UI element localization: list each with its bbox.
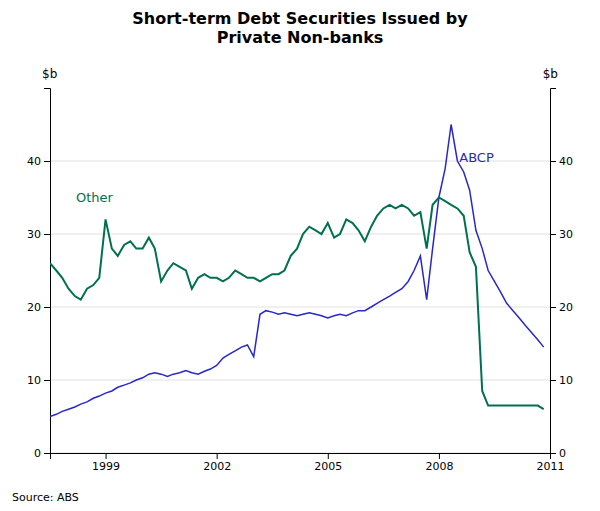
- y-axis-tick: 30: [27, 228, 50, 241]
- y2-axis-tick: 10: [550, 374, 573, 387]
- y-axis-tick-label: 40: [27, 155, 41, 168]
- x-axis-tick-mark: [217, 453, 218, 459]
- x-axis-tick-mark: [328, 453, 329, 459]
- y-axis-tick-mark: [44, 234, 50, 235]
- x-axis-tick: 1999: [92, 453, 120, 473]
- y-axis-tick: 40: [27, 155, 50, 168]
- x-axis-tick-label: 2002: [203, 460, 231, 473]
- y-axis-tick: 0: [34, 447, 50, 460]
- y-axis-tick-label: 20: [27, 301, 41, 314]
- x-axis-tick-label: 2005: [314, 460, 342, 473]
- x-axis-tick-mark: [106, 453, 107, 459]
- x-axis-tick-label: 2008: [425, 460, 453, 473]
- x-axis-tick: 2002: [203, 453, 231, 473]
- y2-axis-tick-label: 10: [559, 374, 573, 387]
- grid: [50, 161, 550, 453]
- y2-axis-tick-mark: [550, 234, 556, 235]
- y-axis-label: $b: [42, 67, 57, 81]
- y-axis-tick-label: 30: [27, 228, 41, 241]
- x-axis: 1999 2002 2005 2008 2011: [51, 453, 565, 473]
- title: Short-term Debt Securities Issued byPriv…: [132, 9, 468, 47]
- y2-axis-tick-mark: [550, 453, 556, 454]
- source: Source: ABS: [12, 491, 79, 504]
- y2-axis-tick-mark: [550, 380, 556, 381]
- y-axis-tick-label: 0: [34, 447, 41, 460]
- y-axis-tick-mark: [44, 161, 50, 162]
- y-axis-tick: 20: [27, 301, 50, 314]
- grid-line: [50, 380, 550, 381]
- y2-axis-tick-mark: [550, 307, 556, 308]
- y-axis-tick-mark: [44, 380, 50, 381]
- y-axis-tick-mark: [44, 307, 50, 308]
- title-line: Short-term Debt Securities Issued by: [132, 9, 468, 28]
- y2-axis-label: $b: [543, 67, 558, 81]
- y2-axis-tick: 40: [550, 155, 573, 168]
- y-axis-tick: 10: [27, 374, 50, 387]
- title-line: Private Non-banks: [217, 28, 384, 47]
- x-axis-tick-label: 2011: [537, 460, 565, 473]
- y2-axis-tick: 0: [550, 447, 566, 460]
- grid-line: [50, 307, 550, 308]
- y2-axis-tick-label: 20: [559, 301, 573, 314]
- x-axis-tick: 2008: [425, 453, 453, 473]
- series-label: Other: [76, 190, 114, 205]
- y2-axis-tick: 20: [550, 301, 573, 314]
- y2-axis-tick-label: 0: [559, 447, 566, 460]
- y2-axis-line: [551, 89, 557, 454]
- y-axis: 0 10 20 30 40: [27, 89, 51, 461]
- y2-axis-tick-mark: [550, 161, 556, 162]
- series-label: ABCP: [459, 150, 494, 165]
- y-axis-line: [44, 89, 51, 454]
- series-line: [50, 198, 544, 410]
- y-axis-tick-mark: [44, 453, 50, 454]
- x-axis-tick: 2005: [314, 453, 342, 473]
- y2-axis: 0 10 20 30 40: [550, 89, 573, 461]
- x-axis-tick-label: 1999: [92, 460, 120, 473]
- grid-line: [50, 234, 550, 235]
- x-axis-line: [51, 454, 551, 460]
- series-line: [50, 125, 544, 417]
- x-axis-tick-mark: [439, 453, 440, 459]
- y2-axis-tick: 30: [550, 228, 573, 241]
- y-axis-tick-label: 10: [27, 374, 41, 387]
- plot-area: [50, 125, 544, 417]
- y2-axis-tick-label: 30: [559, 228, 573, 241]
- chart: Short-term Debt Securities Issued byPriv…: [0, 0, 600, 511]
- y2-axis-tick-label: 40: [559, 155, 573, 168]
